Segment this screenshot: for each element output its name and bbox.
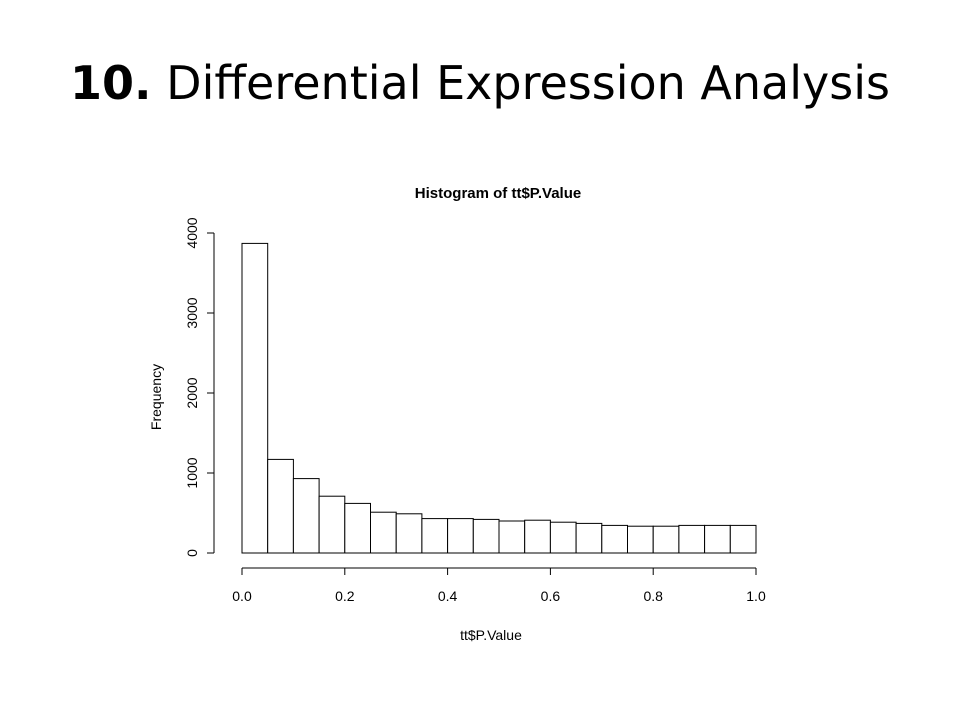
histogram-bar — [601, 524, 628, 554]
histogram-bar — [318, 495, 346, 554]
histogram-bar — [241, 242, 269, 554]
x-tick-label: 0.2 — [335, 588, 355, 604]
chart-title: Histogram of tt$P.Value — [415, 185, 581, 202]
histogram-bar — [627, 525, 654, 554]
histogram-bar — [549, 521, 577, 554]
y-tick-label: 4000 — [184, 217, 200, 248]
x-tick-label: 0.8 — [643, 588, 663, 604]
histogram-bar — [652, 525, 680, 554]
histogram-bar — [421, 518, 449, 554]
x-axis: 0.0 0.2 0.4 0.6 0.8 1.0 — [232, 567, 766, 604]
histogram-bar — [704, 524, 731, 554]
slide-title: 10. Differential Expression Analysis — [0, 56, 960, 111]
y-axis-label: Frequency — [148, 364, 164, 430]
y-tick-label: 1000 — [184, 457, 200, 488]
y-tick-label: 3000 — [184, 297, 200, 328]
y-tick-label: 0 — [184, 549, 200, 557]
histogram-bar — [344, 502, 371, 554]
histogram-bar — [370, 511, 397, 554]
x-axis-label: tt$P.Value — [460, 627, 522, 643]
histogram-bar — [575, 522, 603, 554]
histogram-bar — [524, 519, 551, 554]
slide-title-number: 10. — [70, 56, 152, 110]
x-tick-label: 1.0 — [746, 588, 766, 604]
histogram-bar — [395, 513, 423, 554]
histogram-bar — [267, 458, 294, 554]
x-tick-label: 0.6 — [541, 588, 561, 604]
histogram-bar — [678, 524, 706, 554]
histogram-bar — [447, 518, 474, 554]
histogram-bar — [498, 520, 526, 554]
y-axis: 0 1000 2000 3000 4000 — [184, 217, 215, 557]
histogram-bar — [472, 518, 500, 554]
slide-title-text: Differential Expression Analysis — [166, 56, 890, 110]
y-tick-label: 2000 — [184, 377, 200, 408]
histogram-bars — [241, 242, 757, 554]
histogram-bar — [729, 524, 757, 554]
x-tick-label: 0.4 — [438, 588, 458, 604]
histogram-bar — [292, 478, 320, 554]
x-tick-label: 0.0 — [232, 588, 252, 604]
